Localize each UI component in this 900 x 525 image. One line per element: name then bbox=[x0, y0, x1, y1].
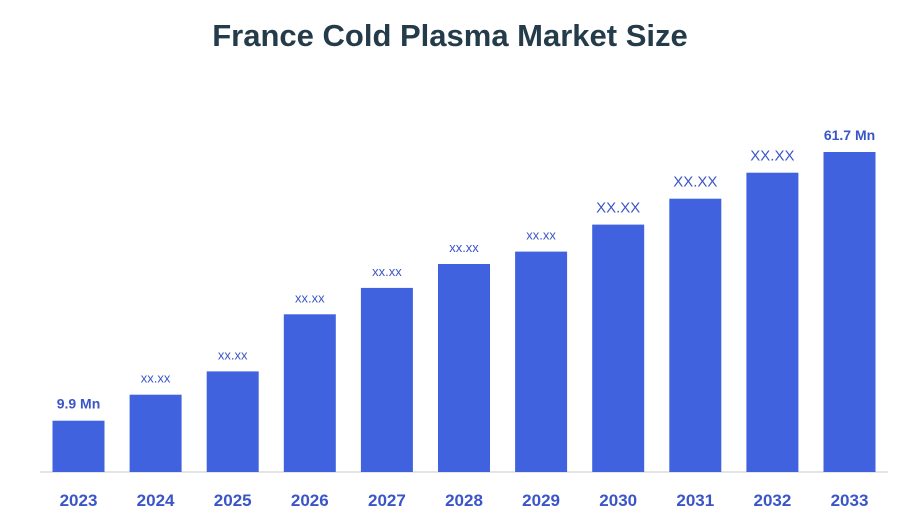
data-label-2031: XX.XX bbox=[673, 174, 717, 191]
bar-2026 bbox=[283, 314, 336, 472]
data-label-2024: xx.xx bbox=[141, 371, 171, 386]
bar-2027 bbox=[360, 287, 413, 472]
x-tick-label-2023: 2023 bbox=[60, 491, 98, 510]
bar-2023 bbox=[52, 420, 105, 472]
bar-2032 bbox=[746, 172, 799, 472]
x-tick-label-2024: 2024 bbox=[137, 491, 175, 510]
data-label-2029: xx.xx bbox=[526, 228, 556, 243]
data-label-2027: xx.xx bbox=[372, 264, 402, 279]
data-label-2032: XX.XX bbox=[750, 148, 794, 165]
bar-2024 bbox=[129, 394, 182, 472]
x-tick-label-2026: 2026 bbox=[291, 491, 329, 510]
bar-2025 bbox=[206, 371, 259, 472]
data-label-2026: xx.xx bbox=[295, 290, 325, 305]
data-label-2033: 61.7 Mn bbox=[824, 127, 875, 143]
x-tick-label-2033: 2033 bbox=[831, 491, 869, 510]
x-tick-label-2027: 2027 bbox=[368, 491, 406, 510]
x-tick-label-2030: 2030 bbox=[599, 491, 637, 510]
bar-2028 bbox=[438, 264, 490, 472]
x-tick-label-2029: 2029 bbox=[522, 491, 560, 510]
data-label-2025: xx.xx bbox=[218, 347, 248, 362]
bar-2030 bbox=[592, 224, 645, 472]
bar-2033 bbox=[823, 152, 876, 472]
data-label-2023: 9.9 Mn bbox=[57, 396, 101, 412]
data-label-2028: xx.xx bbox=[449, 240, 479, 255]
bar-2031 bbox=[669, 198, 722, 472]
bar-2029 bbox=[515, 251, 568, 472]
x-tick-label-2031: 2031 bbox=[676, 491, 714, 510]
x-tick-label-2025: 2025 bbox=[214, 491, 252, 510]
x-tick-label-2032: 2032 bbox=[753, 491, 791, 510]
chart-title: France Cold Plasma Market Size bbox=[212, 18, 688, 53]
x-tick-label-2028: 2028 bbox=[445, 491, 483, 510]
data-label-2030: XX.XX bbox=[596, 200, 640, 217]
